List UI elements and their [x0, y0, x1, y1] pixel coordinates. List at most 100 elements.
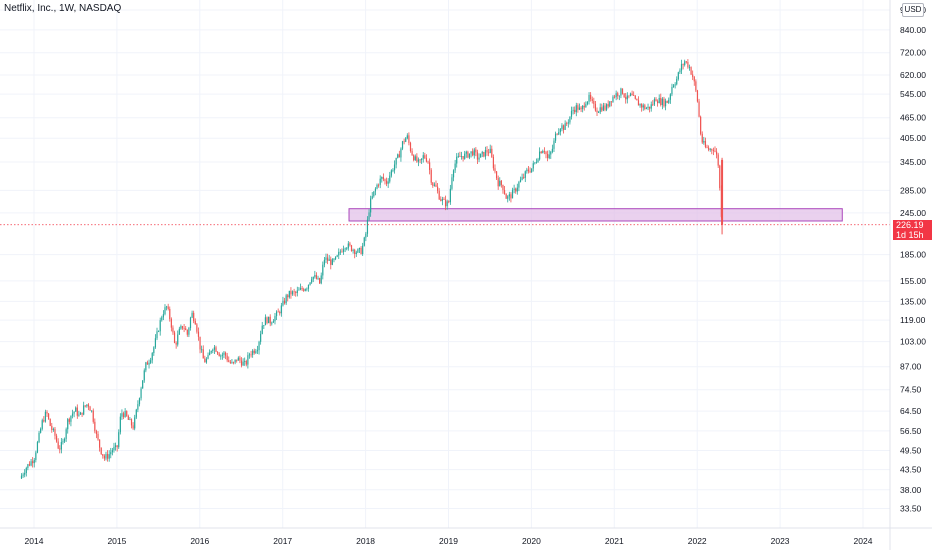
- candle-body: [599, 107, 601, 113]
- candle-body: [159, 320, 161, 332]
- candle-body: [693, 76, 695, 82]
- candle-body: [220, 355, 222, 357]
- candle-body: [645, 108, 648, 109]
- candle-body: [480, 153, 482, 158]
- candle-body: [336, 255, 338, 257]
- candle-body: [20, 475, 23, 479]
- currency-badge[interactable]: USD: [902, 3, 924, 17]
- candle-body: [429, 162, 431, 171]
- candle-body: [48, 413, 50, 419]
- candle-body: [472, 151, 474, 156]
- candle-body: [266, 317, 268, 324]
- candle-body: [150, 360, 152, 363]
- candle-body: [311, 279, 313, 283]
- support-zone: [348, 208, 843, 222]
- candle-body: [91, 410, 93, 412]
- candle-body: [464, 153, 466, 159]
- candle-body: [231, 362, 233, 363]
- candle-body: [550, 151, 552, 155]
- candle-body: [228, 360, 230, 362]
- candle-body: [703, 141, 705, 143]
- candle-body: [191, 312, 193, 318]
- candle-body: [285, 295, 287, 304]
- candle-body: [663, 98, 665, 107]
- candle-body: [54, 428, 56, 436]
- y-tick-label: 49.50: [900, 445, 922, 455]
- candle-body: [247, 355, 249, 365]
- candle-body: [303, 289, 305, 291]
- candle-body: [618, 95, 620, 97]
- candle-body: [385, 180, 388, 184]
- candle-body: [215, 347, 217, 352]
- candle-body: [698, 101, 700, 117]
- candle-body: [580, 107, 582, 110]
- candle-body: [403, 141, 405, 143]
- candle-body: [114, 445, 117, 447]
- candle-body: [130, 419, 133, 426]
- candle-body: [202, 349, 204, 359]
- candle-body: [121, 413, 123, 417]
- candle-body: [690, 67, 692, 75]
- candle-body: [430, 170, 432, 183]
- candle-body: [237, 357, 239, 361]
- x-tick-label: 2017: [273, 536, 292, 546]
- candle-body: [644, 105, 646, 109]
- candle-body: [135, 409, 137, 418]
- candle-body: [523, 177, 525, 178]
- candle-body: [516, 187, 518, 192]
- candle-body: [165, 306, 168, 308]
- candle-body: [92, 410, 94, 422]
- y-tick-label: 545.00: [900, 89, 926, 99]
- y-tick-label: 43.50: [900, 465, 922, 475]
- candle-body: [494, 168, 496, 172]
- candle-body: [701, 133, 703, 143]
- candle-body: [661, 98, 663, 105]
- candle-body: [100, 447, 102, 455]
- candle-body: [655, 99, 657, 102]
- candle-body: [671, 86, 673, 95]
- candle-body: [349, 243, 351, 246]
- candle-body: [319, 278, 321, 284]
- candle-body: [652, 104, 654, 106]
- candle-body: [341, 251, 343, 253]
- candle-body: [484, 150, 487, 157]
- candle-body: [452, 170, 455, 178]
- candle-body: [326, 257, 329, 261]
- chart-title: Netflix, Inc., 1W, NASDAQ: [4, 3, 122, 14]
- candle-body: [181, 326, 184, 329]
- candle-body: [468, 153, 471, 158]
- candle-body: [196, 324, 198, 332]
- candle-body: [258, 341, 260, 351]
- candle-body: [685, 61, 687, 63]
- candle-body: [236, 359, 238, 361]
- candle-body: [129, 419, 131, 421]
- candle-body: [586, 101, 589, 105]
- candle-body: [344, 248, 346, 250]
- candle-body: [577, 105, 579, 110]
- candle-body: [245, 361, 247, 365]
- candle-body: [256, 350, 259, 352]
- candle-body: [634, 95, 636, 99]
- candle-body: [535, 162, 538, 163]
- candle-body: [610, 101, 612, 103]
- candle-body: [446, 201, 448, 207]
- candle-body: [696, 90, 699, 102]
- candle-body: [467, 151, 469, 158]
- candle-body: [234, 359, 236, 363]
- candle-body: [35, 452, 37, 460]
- candle-body: [261, 325, 263, 334]
- candle-body: [405, 138, 407, 142]
- candle-body: [542, 150, 544, 154]
- candle-body: [173, 332, 176, 343]
- candle-body: [240, 360, 243, 366]
- candle-body: [339, 251, 341, 253]
- candle-body: [263, 325, 265, 326]
- candle-body: [158, 331, 160, 333]
- candle-body: [499, 180, 501, 187]
- candle-body: [489, 148, 491, 153]
- candle-body: [572, 109, 574, 111]
- candle-body: [354, 249, 356, 254]
